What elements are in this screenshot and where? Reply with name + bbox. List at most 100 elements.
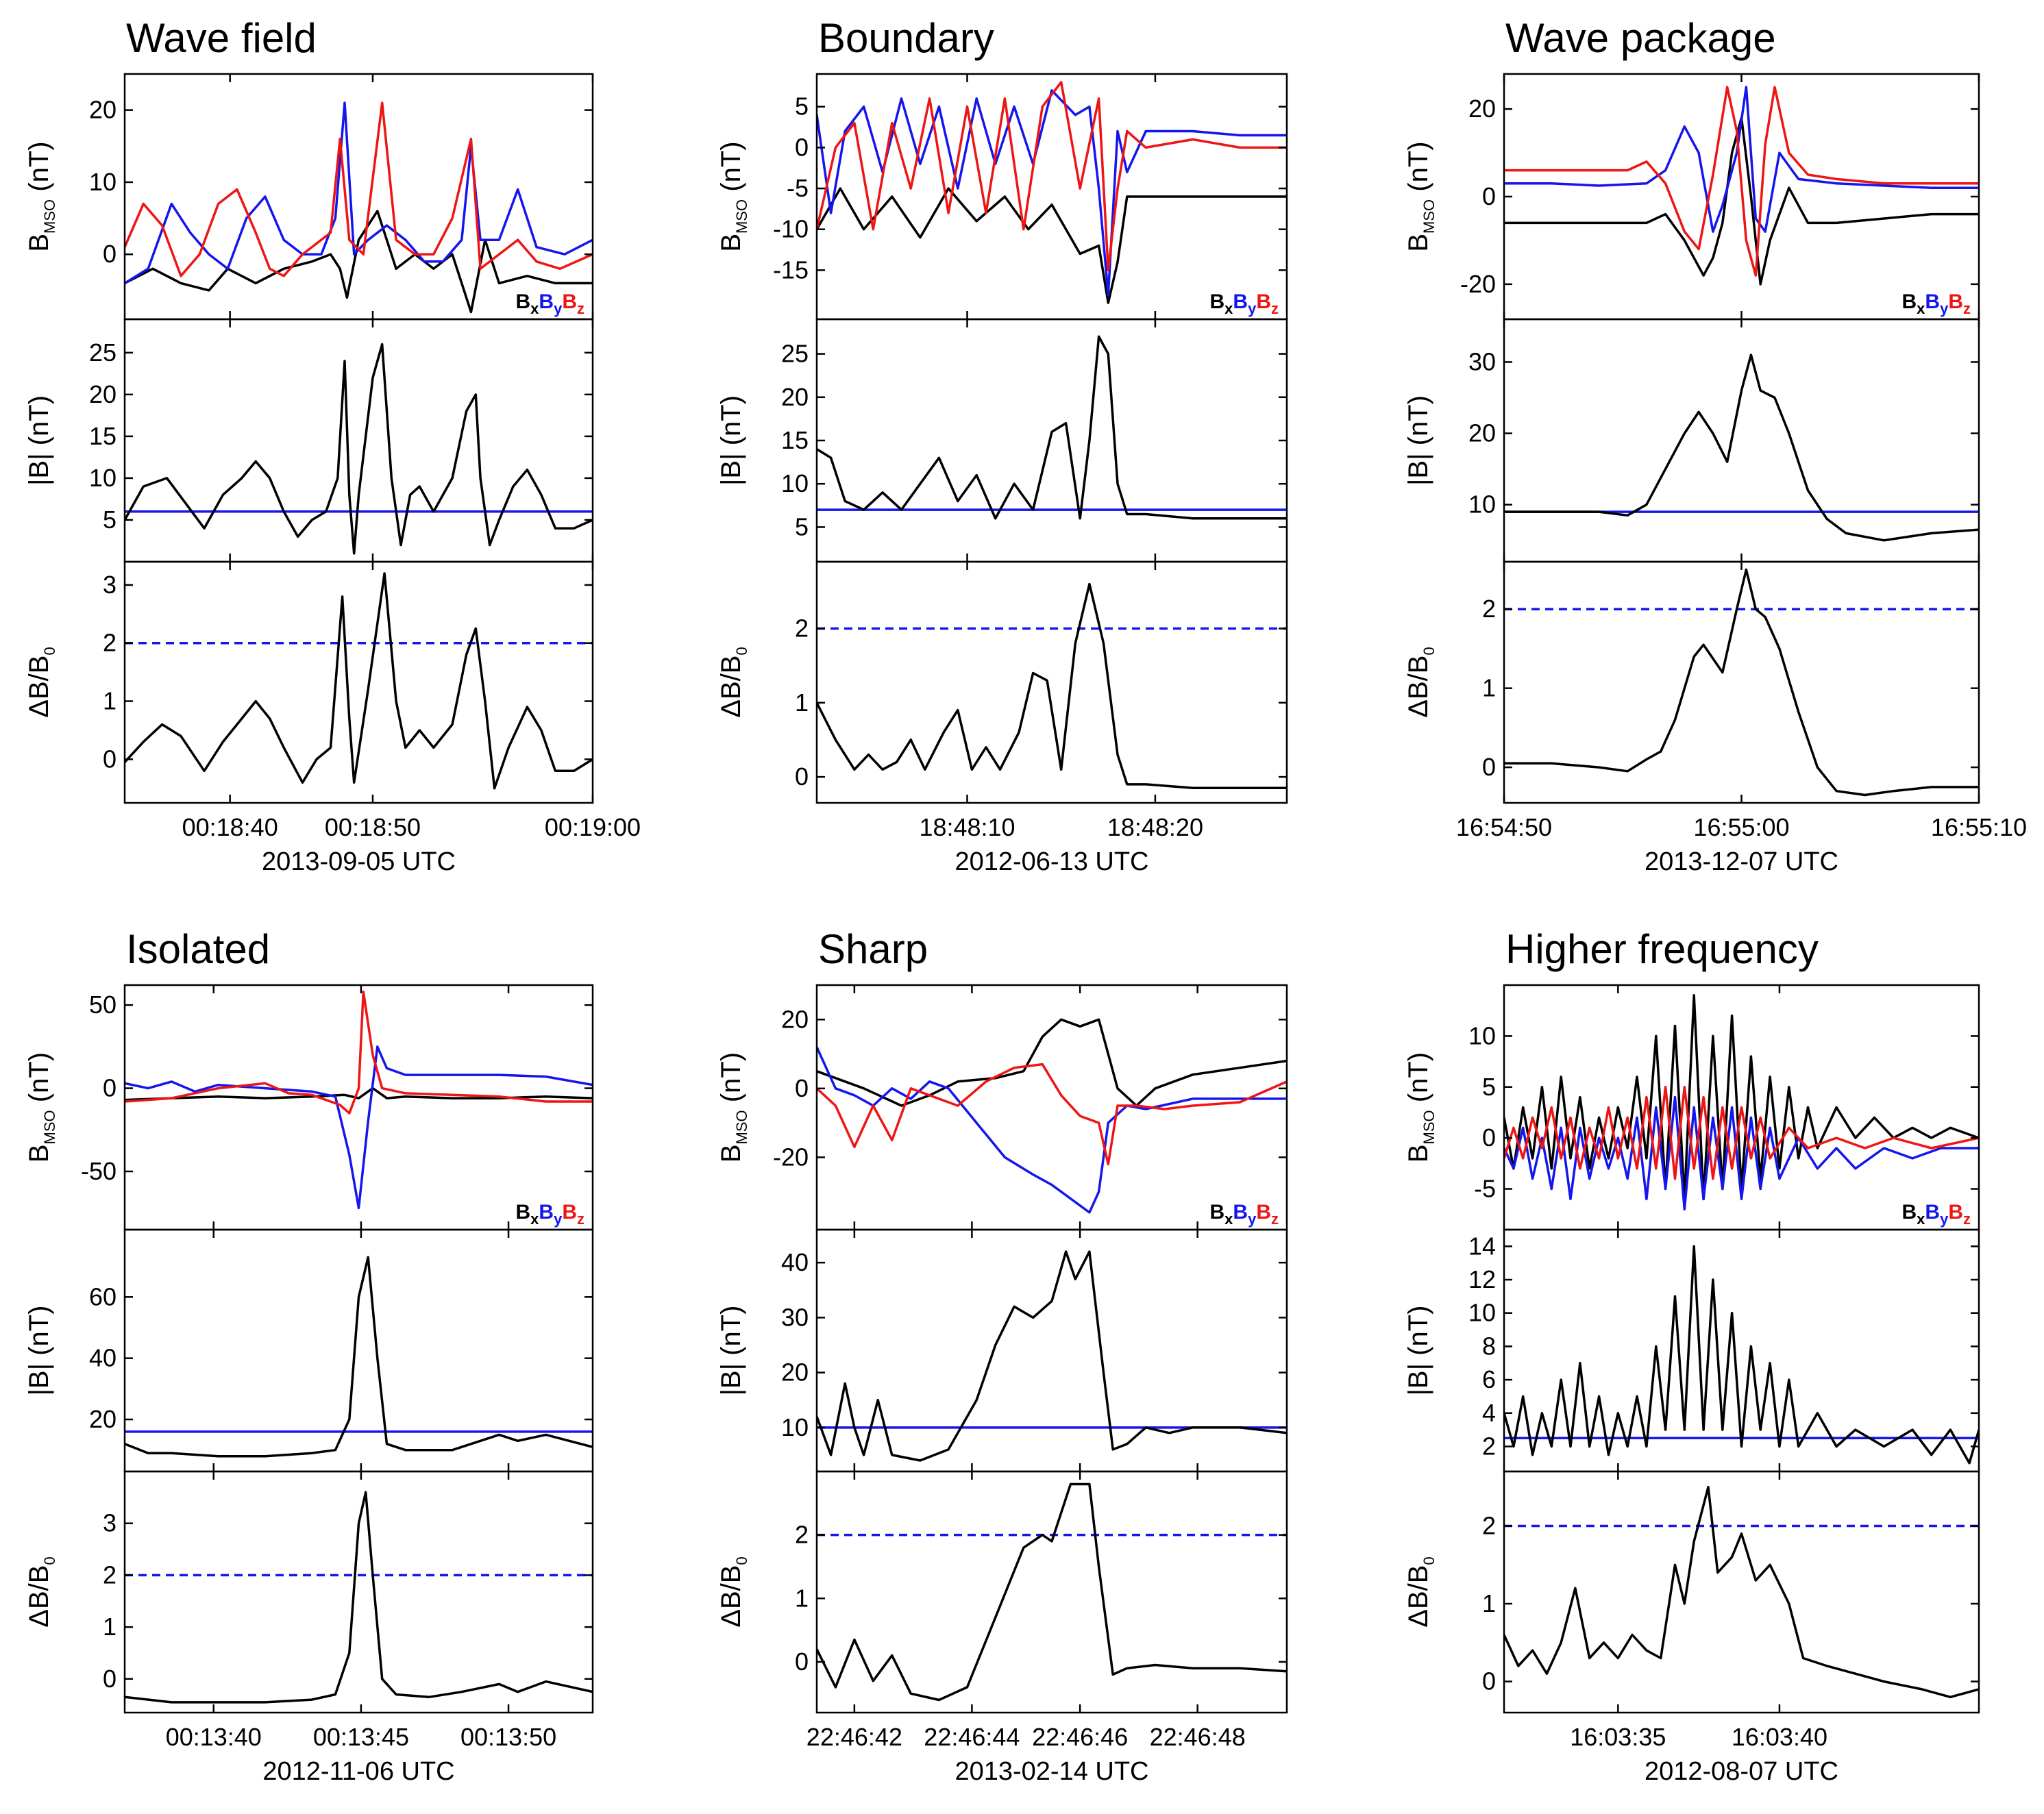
chart-title: Wave field bbox=[126, 15, 317, 61]
y-tick-label: 1 bbox=[103, 1613, 116, 1641]
chart-title: Sharp bbox=[818, 926, 928, 972]
series-bb0 bbox=[1504, 1485, 1979, 1699]
y-tick-label: 12 bbox=[1468, 1265, 1496, 1293]
y-tick-label: 3 bbox=[103, 571, 116, 599]
x-axis-date-label: 2013-12-07 UTC bbox=[1645, 847, 1838, 876]
series-by bbox=[1504, 1095, 1979, 1211]
panel-2: 20 40 60 |B| (nT) bbox=[24, 1228, 594, 1473]
legend: BxByBz bbox=[1901, 290, 1971, 317]
series-bb0 bbox=[817, 1482, 1287, 1702]
panel-1: 20 0 -20 BMSO (nT) BxByBz bbox=[716, 984, 1288, 1231]
axes-frame bbox=[1503, 1470, 1980, 1714]
x-axis-date-label: 2013-02-14 UTC bbox=[955, 1757, 1148, 1786]
y-axis-label: |B| (nT) bbox=[716, 395, 746, 486]
y-tick-label: 10 bbox=[781, 469, 809, 497]
y-tick-label: 10 bbox=[89, 464, 116, 492]
y-tick-label: 0 bbox=[103, 745, 116, 773]
y-axis-label: ΔB/B0 bbox=[24, 1556, 58, 1627]
y-tick-label: 20 bbox=[89, 1405, 116, 1433]
y-tick-label: -20 bbox=[1460, 270, 1496, 298]
axes-frame bbox=[123, 560, 594, 804]
series-b bbox=[817, 1250, 1287, 1462]
panel-1: 0 10 20 BMSO (nT) BxByBz bbox=[24, 73, 594, 321]
series-b bbox=[125, 343, 593, 555]
y-tick-label: -5 bbox=[1474, 1175, 1496, 1203]
y-tick-label: 20 bbox=[781, 1358, 809, 1387]
y-tick-label: 10 bbox=[781, 1413, 809, 1441]
y-axis-label: BMSO (nT) bbox=[24, 141, 58, 251]
y-axis-label: ΔB/B0 bbox=[1403, 1556, 1438, 1627]
y-tick-label: 1 bbox=[103, 687, 116, 715]
y-tick-label: 2 bbox=[1482, 1511, 1496, 1539]
series-b bbox=[1504, 1245, 1979, 1465]
series-bx bbox=[1504, 116, 1979, 286]
axes-frame bbox=[123, 73, 594, 321]
chart-title: Higher frequency bbox=[1505, 926, 1819, 972]
x-tick-label: 16:54:50 bbox=[1456, 813, 1552, 841]
y-tick-label: 5 bbox=[1482, 1073, 1496, 1101]
legend: BxByBz bbox=[515, 1201, 584, 1228]
y-tick-label: 1 bbox=[795, 688, 809, 717]
y-tick-label: 20 bbox=[1468, 419, 1496, 447]
y-tick-label: 20 bbox=[781, 1005, 809, 1033]
y-tick-label: -50 bbox=[81, 1157, 116, 1185]
y-axis-label: |B| (nT) bbox=[1403, 395, 1433, 486]
y-tick-label: 2 bbox=[1482, 1432, 1496, 1460]
series-bz bbox=[125, 101, 593, 277]
y-tick-label: -5 bbox=[787, 174, 809, 202]
y-tick-label: 30 bbox=[781, 1303, 809, 1331]
series-bx bbox=[125, 1086, 593, 1102]
series-by bbox=[1504, 86, 1979, 233]
panel-3: 0 1 2 ΔB/B0 bbox=[1403, 560, 1980, 804]
axes-frame bbox=[1503, 318, 1980, 563]
y-tick-label: 0 bbox=[1482, 753, 1496, 781]
x-tick-label: 22:46:46 bbox=[1032, 1723, 1128, 1751]
series-bz bbox=[1504, 1086, 1979, 1180]
x-axis-date-label: 2012-06-13 UTC bbox=[955, 847, 1148, 876]
y-tick-label: 25 bbox=[781, 340, 809, 368]
series-bz bbox=[125, 990, 593, 1115]
y-tick-label: 30 bbox=[1468, 347, 1496, 375]
x-tick-label: 00:19:00 bbox=[545, 813, 641, 841]
series-by bbox=[125, 1045, 593, 1210]
legend: BxByBz bbox=[515, 290, 584, 317]
y-tick-label: 0 bbox=[795, 762, 809, 791]
x-tick-label: 16:55:10 bbox=[1931, 813, 2027, 841]
series-b bbox=[125, 1256, 593, 1458]
series-bx bbox=[817, 187, 1287, 304]
panel-1: 10 5 0 -5 BMSO (nT) BxByBz bbox=[1403, 984, 1980, 1231]
series-bx bbox=[817, 1018, 1287, 1107]
y-tick-label: 25 bbox=[89, 338, 116, 366]
x-axis-date-label: 2013-09-05 UTC bbox=[262, 847, 456, 876]
panel-1: 50 0 -50 BMSO (nT) BxByBz bbox=[24, 984, 594, 1231]
axes-frame bbox=[815, 1470, 1288, 1714]
axes-frame bbox=[815, 984, 1288, 1231]
y-tick-label: 0 bbox=[103, 1074, 116, 1102]
y-axis-label: |B| (nT) bbox=[24, 395, 54, 486]
y-tick-label: 50 bbox=[89, 991, 116, 1019]
panel-2: 10 20 30 40 |B| (nT) bbox=[716, 1228, 1288, 1473]
y-tick-label: 0 bbox=[1482, 182, 1496, 210]
y-tick-label: 6 bbox=[1482, 1365, 1496, 1393]
axes-frame bbox=[815, 560, 1288, 804]
x-tick-label: 00:18:50 bbox=[325, 813, 421, 841]
y-tick-label: 2 bbox=[795, 614, 809, 642]
y-tick-label: 15 bbox=[781, 426, 809, 454]
series-bz bbox=[1504, 86, 1979, 277]
x-tick-label: 00:13:45 bbox=[313, 1723, 409, 1751]
y-tick-label: 10 bbox=[1468, 1021, 1496, 1049]
x-tick-label: 18:48:10 bbox=[919, 813, 1015, 841]
y-tick-label: 0 bbox=[795, 133, 809, 161]
y-tick-label: 0 bbox=[103, 240, 116, 268]
y-tick-label: 0 bbox=[1482, 1667, 1496, 1695]
y-tick-label: -10 bbox=[773, 215, 809, 243]
y-axis-label: BMSO (nT) bbox=[716, 1052, 750, 1163]
y-axis-label: ΔB/B0 bbox=[716, 647, 750, 717]
y-tick-label: 2 bbox=[1482, 595, 1496, 623]
y-tick-label: 60 bbox=[89, 1282, 116, 1310]
x-tick-label: 16:03:40 bbox=[1732, 1723, 1827, 1751]
y-tick-label: 40 bbox=[89, 1344, 116, 1372]
